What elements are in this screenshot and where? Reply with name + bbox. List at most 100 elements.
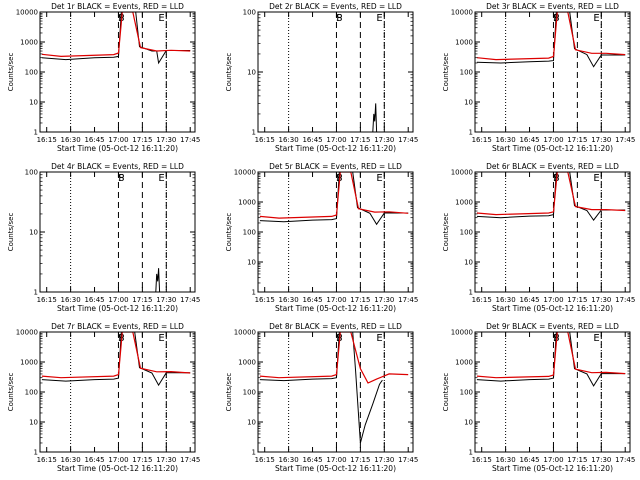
x-tick-label: 17:45: [615, 136, 635, 144]
y-axis-label: Counts/sec: [225, 213, 233, 252]
x-tick-label: 17:00: [326, 456, 346, 464]
y-tick-label: 10: [464, 99, 473, 107]
x-tick-label: 16:30: [496, 456, 516, 464]
y-tick-label: 100: [460, 69, 473, 77]
event-marker-e: E: [593, 333, 599, 344]
y-tick-label: 100: [25, 169, 38, 177]
x-tick-label: 17:30: [156, 136, 176, 144]
plot-frame: [474, 171, 631, 293]
series-line-lld: [41, 12, 191, 58]
x-tick-label: 17:45: [180, 456, 200, 464]
y-tick-label: 10: [29, 419, 38, 427]
x-tick-label: 16:30: [61, 296, 81, 304]
x-tick-label: 17:45: [180, 136, 200, 144]
x-tick-label: 17:00: [326, 296, 346, 304]
series-line-events: [476, 332, 626, 387]
event-marker-e: E: [158, 333, 164, 344]
y-tick-label: 10: [464, 419, 473, 427]
y-tick-label: 1: [34, 289, 38, 297]
chart-title: Det 8r BLACK = Events, RED = LLD: [269, 322, 402, 331]
x-tick-label: 17:00: [108, 296, 128, 304]
y-axis-label: Counts/sec: [442, 53, 450, 92]
event-marker-e: E: [593, 13, 599, 24]
y-axis-label: Counts/sec: [7, 53, 15, 92]
series-line-events: [259, 172, 409, 226]
chart-title: Det 5r BLACK = Events, RED = LLD: [269, 162, 402, 171]
x-tick-label: 17:00: [543, 456, 563, 464]
series-line-lld: [476, 332, 626, 379]
y-tick-label: 100: [25, 389, 38, 397]
y-tick-label: 1: [252, 449, 256, 457]
x-tick-label: 17:15: [350, 136, 370, 144]
x-tick-label: 17:00: [108, 136, 128, 144]
x-tick-label: 17:30: [591, 456, 611, 464]
y-tick-label: 10000: [451, 329, 473, 337]
y-axis-label: Counts/sec: [225, 53, 233, 92]
event-marker-p: P: [118, 173, 124, 184]
x-tick-label: 17:30: [156, 296, 176, 304]
y-tick-label: 10000: [234, 329, 256, 337]
y-tick-label: 10: [247, 259, 256, 267]
x-tick-label: 16:15: [255, 456, 275, 464]
y-tick-label: 10000: [234, 169, 256, 177]
x-tick-label: 16:30: [61, 136, 81, 144]
x-tick-label: 17:15: [567, 296, 587, 304]
x-tick-label: 16:45: [84, 456, 104, 464]
x-tick-label: 16:15: [472, 136, 492, 144]
x-axis-label: Start Time (05-Oct-12 16:11:20): [275, 144, 396, 153]
x-tick-label: 17:15: [567, 456, 587, 464]
y-tick-label: 10000: [451, 9, 473, 17]
plot-frame: [257, 11, 414, 133]
x-tick-label: 17:00: [108, 456, 128, 464]
y-tick-label: 1000: [20, 359, 38, 367]
x-tick-label: 16:45: [302, 456, 322, 464]
x-tick-label: 17:45: [615, 296, 635, 304]
x-tick-label: 17:15: [132, 296, 152, 304]
x-tick-label: 16:45: [302, 136, 322, 144]
x-tick-label: 16:30: [279, 296, 299, 304]
x-tick-label: 16:15: [37, 456, 57, 464]
event-marker-p: P: [336, 13, 342, 24]
chart-title: Det 6r BLACK = Events, RED = LLD: [486, 162, 619, 171]
x-tick-label: 17:30: [374, 136, 394, 144]
y-tick-label: 100: [25, 69, 38, 77]
y-tick-label: 10: [29, 99, 38, 107]
chart-panel-4: Det 4r BLACK = Events, RED = LLD PS E 1 10 10…: [7, 162, 200, 313]
x-axis-label: Start Time (05-Oct-12 16:11:20): [275, 464, 396, 473]
x-tick-label: 16:30: [279, 136, 299, 144]
x-axis-label: Start Time (05-Oct-12 16:11:20): [492, 144, 613, 153]
x-tick-label: 16:45: [302, 296, 322, 304]
y-tick-label: 10000: [16, 9, 38, 17]
series-line-events: [476, 172, 626, 221]
x-tick-label: 17:45: [615, 456, 635, 464]
x-tick-label: 17:30: [374, 296, 394, 304]
y-tick-label: 1000: [455, 199, 473, 207]
x-tick-label: 16:45: [84, 296, 104, 304]
y-tick-label: 100: [243, 9, 256, 17]
y-axis-label: Counts/sec: [442, 373, 450, 412]
y-axis-label: Counts/sec: [225, 373, 233, 412]
x-tick-label: 17:45: [180, 296, 200, 304]
y-tick-label: 1: [34, 129, 38, 137]
x-tick-label: 17:00: [543, 136, 563, 144]
x-tick-label: 17:45: [398, 296, 418, 304]
x-tick-label: 17:15: [132, 136, 152, 144]
x-tick-label: 17:30: [374, 456, 394, 464]
x-tick-label: 16:45: [84, 136, 104, 144]
plot-frame: [39, 171, 196, 293]
x-tick-label: 16:30: [61, 456, 81, 464]
y-tick-label: 10: [29, 229, 38, 237]
y-tick-label: 10: [464, 259, 473, 267]
x-tick-label: 16:30: [496, 296, 516, 304]
series-line-events: [41, 332, 191, 387]
y-tick-label: 1: [252, 289, 256, 297]
y-tick-label: 10: [247, 419, 256, 427]
y-tick-label: 1: [469, 449, 473, 457]
